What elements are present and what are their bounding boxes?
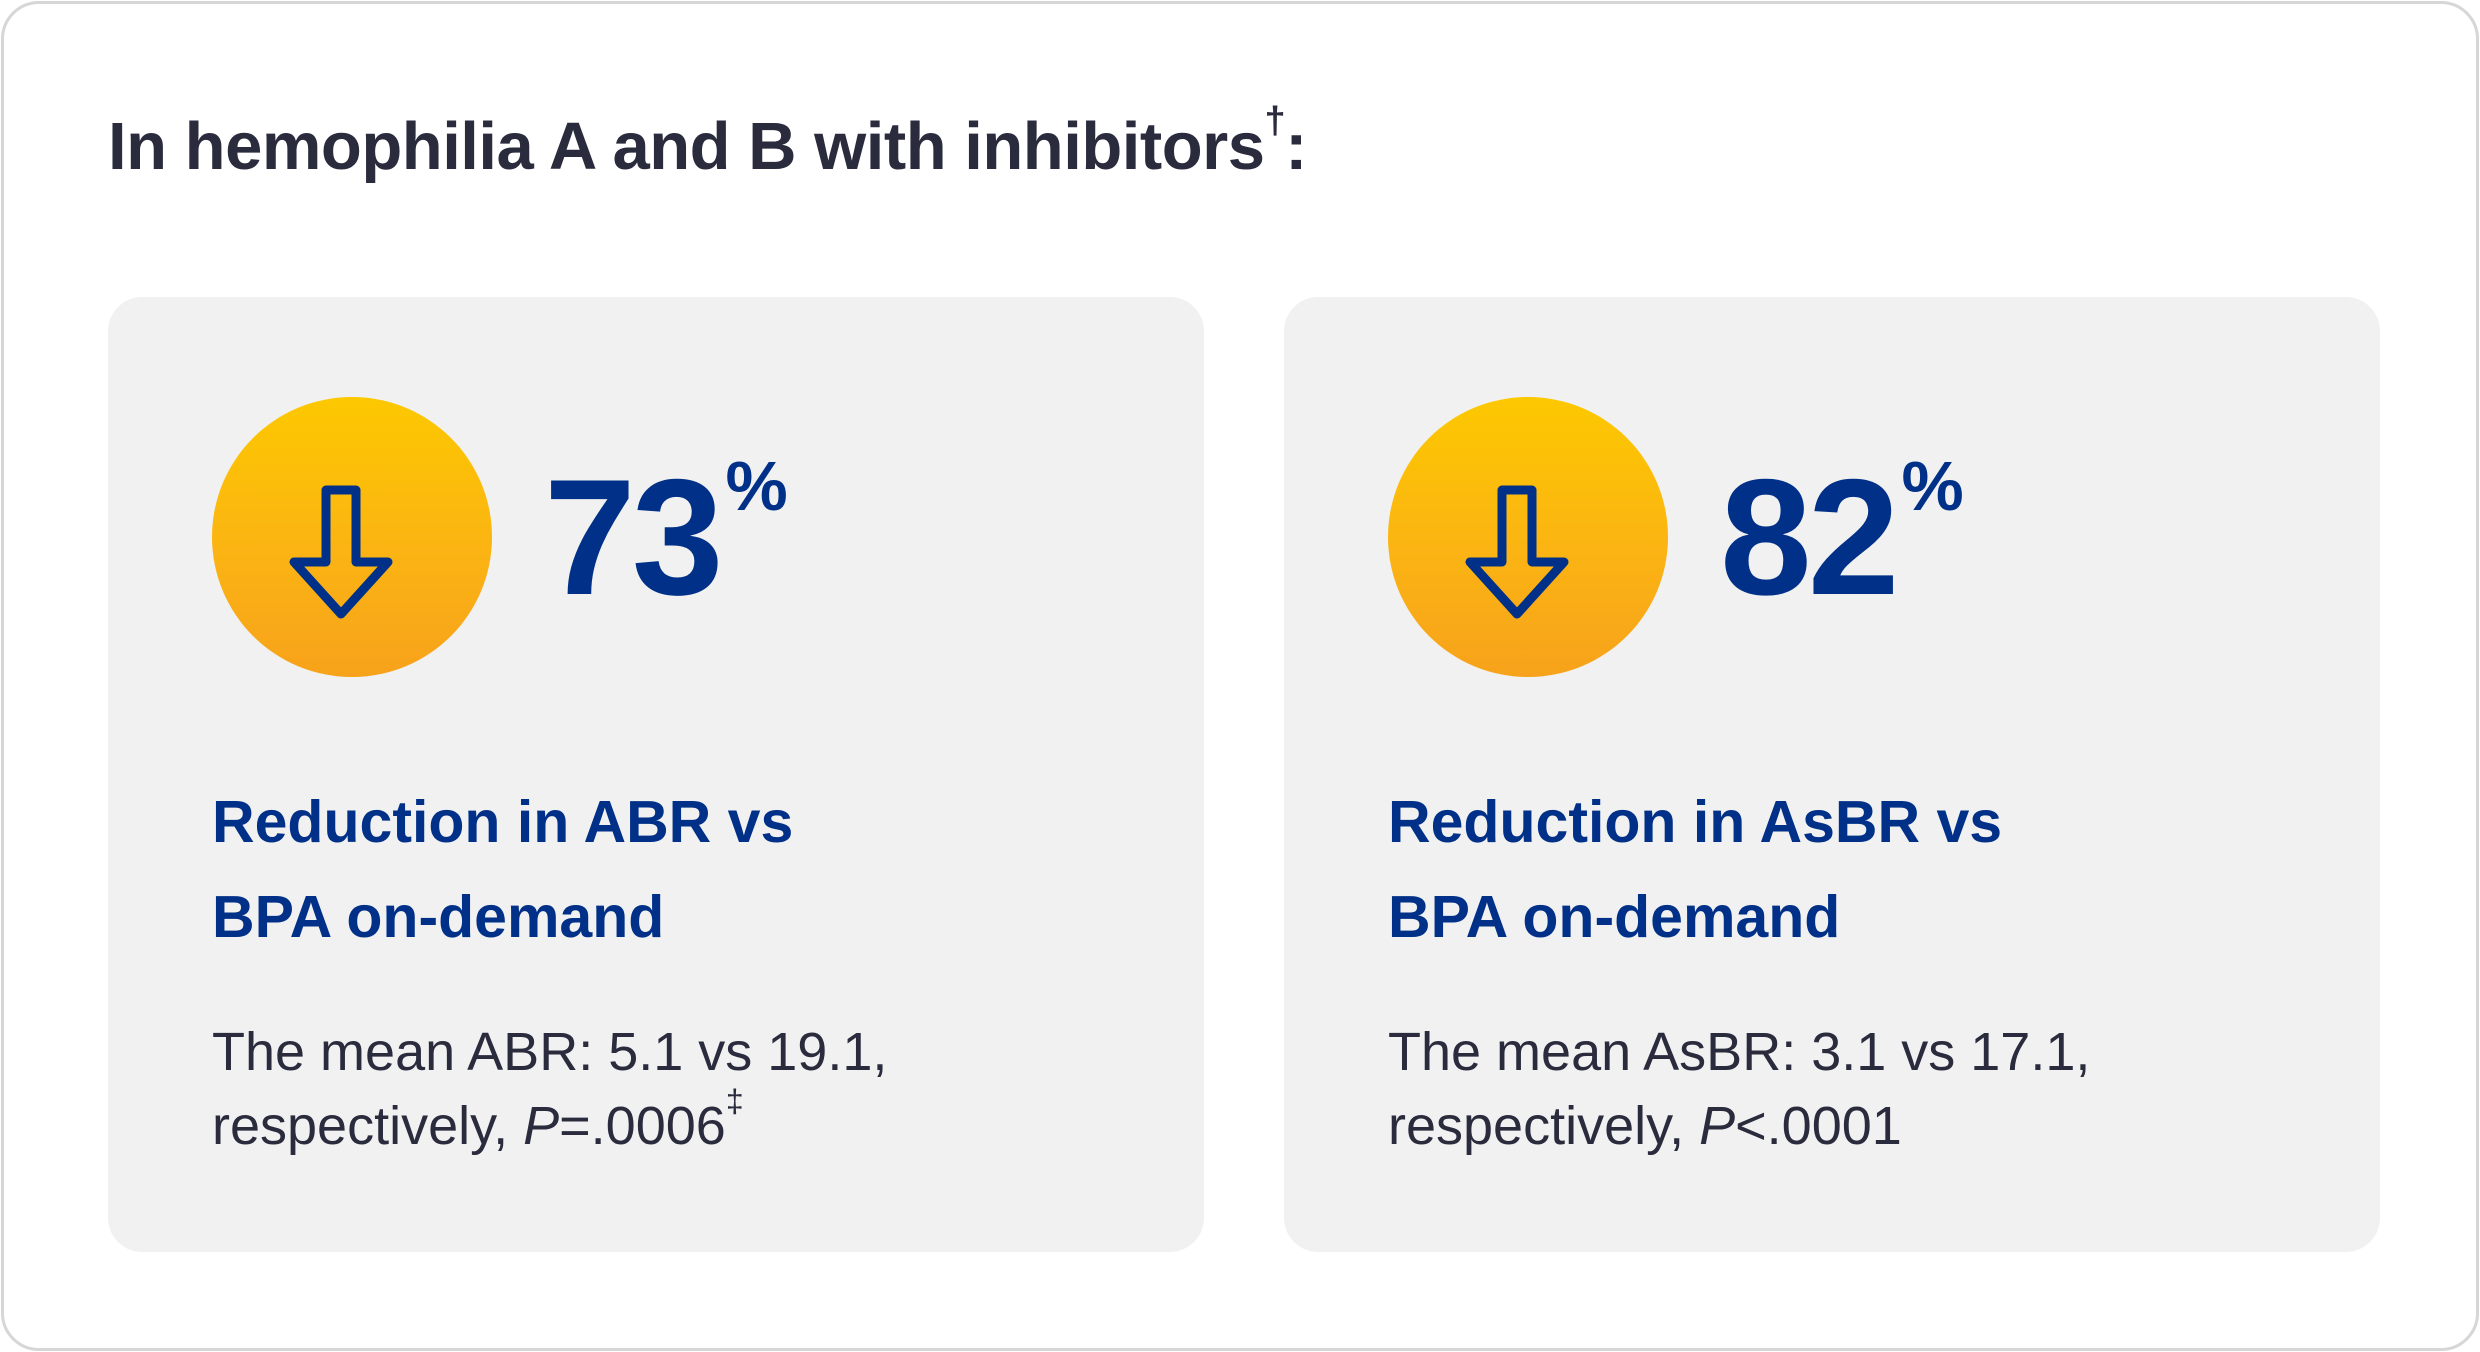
note-p-symbol: P [523,1096,560,1156]
subtitle-line-2: BPA on-demand [1388,884,1841,950]
down-arrow-badge [212,397,492,677]
stat-note: The mean ABR: 5.1 vs 19.1, respectively, … [212,1015,1112,1163]
down-arrow-icon [289,485,393,619]
stat-value: 82% [1720,451,1964,620]
stat-subtitle: Reduction in AsBR vs BPA on-demand [1388,775,2288,965]
note-line-1: The mean AsBR: 3.1 vs 17.1, [1388,1022,2091,1082]
stat-number: 82 [1720,445,1900,629]
stat-unit: % [1901,447,1964,525]
stat-card-asbr: 82% Reduction in AsBR vs BPA on-demand Th… [1284,297,2380,1252]
subtitle-line-1: Reduction in ABR vs [212,789,794,855]
note-line-1: The mean ABR: 5.1 vs 19.1, [212,1022,888,1082]
stat-card-abr: 73% Reduction in ABR vs BPA on-demand The… [108,297,1204,1252]
note-p-symbol: P [1699,1096,1736,1156]
down-arrow-icon [1465,485,1569,619]
stat-value: 73% [544,451,788,620]
note-footnote-mark: ‡ [725,1083,744,1119]
note-p-value: =.0006 [559,1096,726,1156]
subtitle-line-2: BPA on-demand [212,884,665,950]
note-prefix: respectively, [1388,1096,1700,1156]
stat-subtitle: Reduction in ABR vs BPA on-demand [212,775,1112,965]
heading-suffix: : [1285,109,1307,184]
page-heading: In hemophilia A and B with inhibitors†: [108,102,1307,185]
stat-unit: % [725,447,788,525]
stat-number: 73 [544,445,724,629]
note-prefix: respectively, [212,1096,524,1156]
note-p-value: <.0001 [1735,1096,1902,1156]
stat-note: The mean AsBR: 3.1 vs 17.1, respectively,… [1388,1015,2288,1163]
down-arrow-badge [1388,397,1668,677]
heading-text: In hemophilia A and B with inhibitors [108,109,1265,184]
heading-footnote-mark: † [1264,100,1286,142]
subtitle-line-1: Reduction in AsBR vs [1388,789,2003,855]
